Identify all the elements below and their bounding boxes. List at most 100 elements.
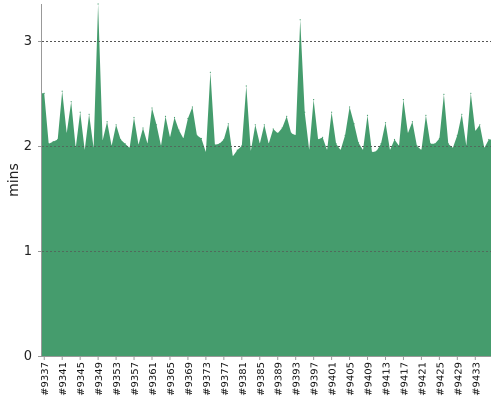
data-point [120,138,122,141]
data-point [461,113,463,115]
data-point [223,138,225,141]
data-point [488,138,490,141]
data-point [66,132,68,134]
data-point [474,130,476,132]
x-tick-label: #9377 [220,362,231,396]
data-point [214,144,216,146]
data-point [129,147,131,149]
data-point [133,116,135,119]
x-tick-label: #9413 [382,362,393,396]
data-point [70,101,72,103]
data-point [272,128,274,130]
data-point [452,147,454,149]
data-point [48,143,50,145]
data-point [416,145,418,147]
data-point [52,141,54,143]
data-point [340,149,342,151]
data-point [470,92,472,94]
data-point [286,115,288,117]
data-point [142,127,144,129]
x-tick-label: #9409 [364,362,375,396]
y-tick-label: 0 [24,349,32,364]
data-point [384,122,387,124]
data-point [160,145,162,147]
data-point [61,90,63,92]
x-tick-labels: #9337 #9341 #9345 #9349 #9353 #9357 #9361 #9365… [40,356,482,396]
data-point [196,134,198,136]
data-point [456,134,458,136]
x-tick-label: #9341 [58,362,69,396]
data-point [281,127,283,129]
x-tick-label: #9393 [292,362,303,396]
data-point [178,129,180,131]
data-point [353,123,355,125]
data-point [402,99,404,101]
y-axis-title: mins [6,163,22,197]
data-point [115,124,117,126]
data-point [236,149,238,151]
x-tick-label: #9373 [202,362,213,396]
data-point [88,113,90,115]
x-tick-label: #9389 [274,362,285,396]
data-point [393,138,396,141]
x-tick-label: #9429 [453,362,464,396]
data-point [79,111,81,113]
data-point [84,149,86,151]
data-point [317,138,319,141]
data-point [102,140,104,142]
data-point [218,143,220,145]
data-point [151,107,153,109]
data-point [173,116,176,119]
data-point [191,106,193,108]
data-point [290,132,292,134]
data-point [146,143,149,145]
data-point [420,149,422,151]
data-point [447,143,449,145]
data-point [57,138,59,141]
data-point [322,136,324,138]
x-tick-label: #9381 [238,362,249,396]
x-tick-label: #9357 [130,362,141,396]
data-point [205,151,207,153]
x-tick-label: #9385 [256,362,267,396]
y-tick-label: 3 [24,34,32,49]
data-point [313,99,315,101]
data-point [380,143,382,145]
x-tick-label: #9425 [435,362,446,396]
data-point [362,149,364,151]
data-point [187,117,189,120]
data-point [200,137,202,140]
data-point [366,114,369,116]
data-point [250,150,252,152]
data-point [254,124,256,126]
x-tick-label: #9365 [166,362,177,396]
data-point [124,143,126,145]
data-point [137,144,140,146]
y-tick-label: 1 [24,244,32,259]
data-point [43,92,45,94]
x-tick-label: #9401 [328,362,339,396]
data-point [182,137,184,140]
data-point [295,134,297,136]
data-point [277,132,279,134]
gridlines-overlay [42,41,491,252]
data-point [443,93,445,95]
data-point [483,147,485,149]
x-tick-label: #9433 [471,362,482,396]
x-tick-label: #9421 [417,362,428,396]
data-point [411,121,413,123]
x-tick-label: #9417 [399,362,410,396]
data-point [438,137,440,140]
data-point [232,155,234,157]
x-tick-label: #9349 [94,362,105,396]
x-tick-label: #9345 [76,362,87,396]
data-point [169,136,171,138]
data-point [371,151,373,153]
axes [41,4,491,357]
area-fill [42,4,491,356]
x-tick-label: #9353 [112,362,123,396]
area-series [42,3,491,356]
data-point [326,149,328,151]
